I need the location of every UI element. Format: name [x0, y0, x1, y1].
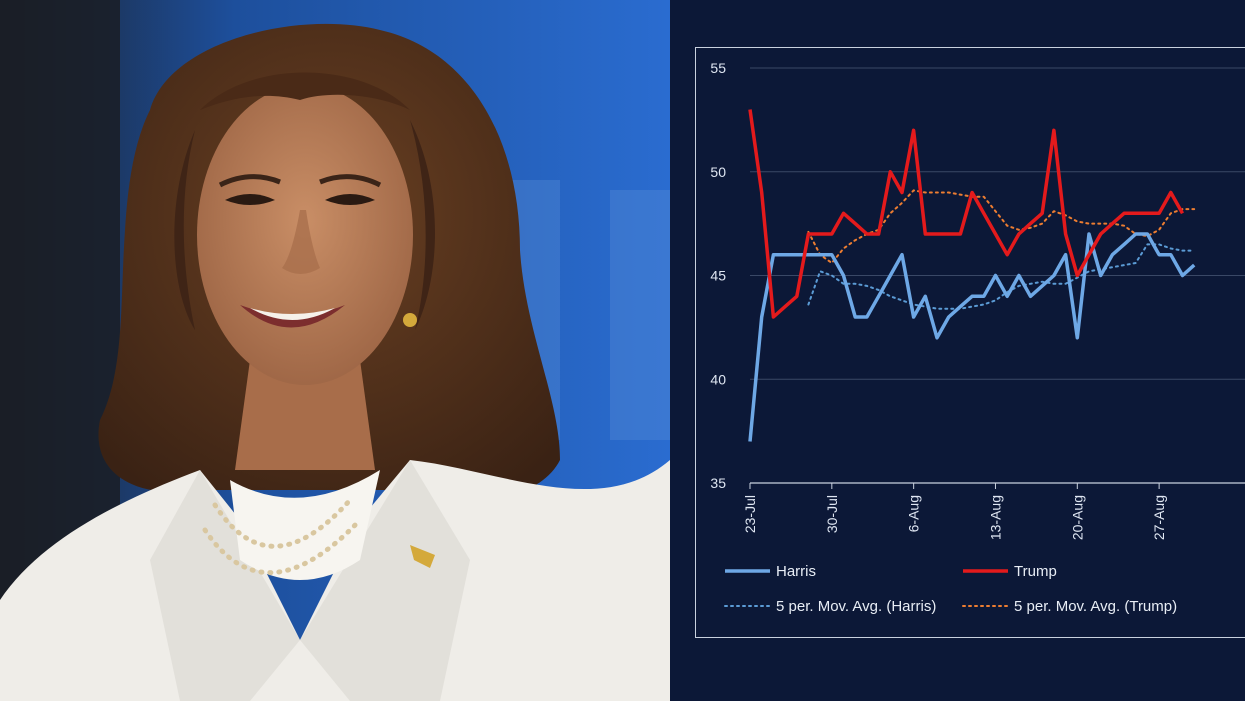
series-line-3 — [807, 189, 1196, 264]
left-eye — [225, 194, 275, 205]
y-tick-label: 50 — [710, 164, 726, 180]
legend-label: Trump — [1014, 563, 1057, 580]
poll-line-chart: 35 40 45 50 55 23-Jul 30-Jul 6-Aug 13-Aug 20-Aug… — [695, 47, 1245, 638]
series-lines — [748, 109, 1196, 442]
portrait-photo — [0, 0, 670, 701]
series-line-1 — [748, 109, 1185, 319]
series-line-2 — [807, 243, 1196, 310]
x-tick-label: 23-Jul — [742, 495, 758, 533]
x-tick-label: 27-Aug — [1151, 495, 1167, 540]
y-tick-label: 35 — [710, 475, 726, 491]
x-tick-label: 20-Aug — [1069, 495, 1085, 540]
legend-label: 5 per. Mov. Avg. (Harris) — [776, 598, 936, 615]
y-axis: 35 40 45 50 55 — [710, 60, 726, 491]
x-tick-label: 6-Aug — [906, 495, 922, 532]
y-tick-label: 45 — [710, 268, 726, 284]
legend-label: 5 per. Mov. Avg. (Trump) — [1014, 598, 1177, 615]
x-tick-label: 30-Jul — [824, 495, 840, 533]
chart-border — [695, 47, 1245, 638]
legend-label: Harris — [776, 563, 816, 580]
neck — [235, 360, 375, 470]
y-tick-label: 40 — [710, 371, 726, 387]
series-line-0 — [748, 232, 1196, 442]
chart-panel: 35 40 45 50 55 23-Jul 30-Jul 6-Aug 13-Aug 20-Aug… — [670, 0, 1245, 701]
flag-pin — [410, 545, 435, 568]
x-tick-label: 13-Aug — [987, 495, 1003, 540]
legend: Harris Trump 5 per. Mov. Avg. (Harris) 5 pe… — [724, 563, 1177, 615]
y-tick-label: 55 — [710, 60, 726, 76]
portrait-illustration — [0, 0, 670, 701]
x-axis: 23-Jul 30-Jul 6-Aug 13-Aug 20-Aug 27-Aug — [742, 483, 1167, 540]
right-eye — [325, 194, 375, 205]
